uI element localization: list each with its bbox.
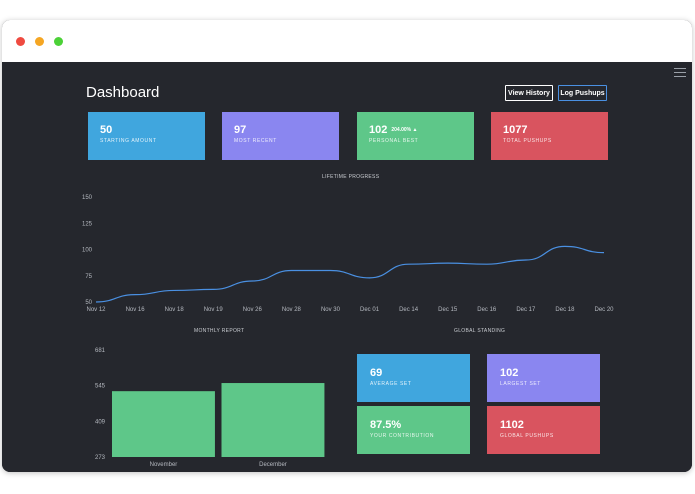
monthly-bar [112, 391, 215, 457]
window-titlebar [2, 20, 692, 63]
y-tick-label: 100 [82, 248, 93, 254]
your-contribution-card: 87.5% YOUR CONTRIBUTION [357, 406, 470, 454]
hamburger-icon[interactable] [674, 68, 686, 78]
y-tick-label: 273 [95, 455, 106, 461]
y-tick-label: 125 [82, 221, 93, 227]
page-title: Dashboard [86, 84, 160, 101]
x-tick-label: Nov 18 [165, 307, 185, 313]
x-tick-label: Nov 16 [126, 307, 146, 313]
lifetime-progress-title: LIFETIME PROGRESS [322, 174, 380, 180]
x-tick-label: Nov 28 [282, 307, 302, 313]
personal-best-card: 102 204.00% ▲ PERSONAL BEST [357, 112, 474, 160]
global-pushups-label: GLOBAL PUSHUPS [500, 433, 554, 439]
lifetime-progress-line [95, 245, 605, 303]
x-tick-label: Dec 17 [516, 307, 536, 313]
personal-best-percent: 204.00% ▲ [391, 127, 418, 134]
x-tick-label: Nov 26 [243, 307, 263, 313]
x-tick-label: Dec 18 [555, 307, 575, 313]
total-pushups-card: 1077 TOTAL PUSHUPS [491, 112, 608, 160]
personal-best-label: PERSONAL BEST [369, 138, 419, 145]
dashboard-app: Dashboard View History Log Pushups 50 ST… [2, 62, 692, 472]
largest-set-card: 102 LARGEST SET [487, 354, 600, 402]
y-tick-label: 50 [85, 300, 92, 306]
largest-set-label: LARGEST SET [500, 381, 541, 387]
global-pushups-card: 1102 GLOBAL PUSHUPS [487, 406, 600, 454]
x-tick-label: Dec 20 [594, 307, 614, 313]
view-history-button[interactable]: View History [505, 85, 553, 101]
starting-amount-label: STARTING AMOUNT [100, 138, 157, 144]
log-pushups-button[interactable]: Log Pushups [558, 85, 607, 101]
starting-amount-card: 50 STARTING AMOUNT [88, 112, 205, 160]
largest-set-value: 102 [500, 367, 519, 379]
average-set-card: 69 AVERAGE SET [357, 354, 470, 402]
most-recent-card: 97 MOST RECENT [222, 112, 339, 160]
monthly-report-title: MONTHLY REPORT [194, 328, 245, 334]
y-tick-label: 75 [85, 274, 92, 280]
total-pushups-label: TOTAL PUSHUPS [503, 138, 552, 144]
personal-best-number: 102 204.00% ▲ [369, 124, 474, 136]
personal-best-value: 102 [369, 124, 388, 136]
most-recent-value: 97 [234, 124, 247, 136]
monthly-bar [221, 383, 325, 457]
x-tick-label: Nov 19 [204, 307, 224, 313]
browser-window: Dashboard View History Log Pushups 50 ST… [2, 20, 692, 472]
x-tick-label: December [259, 462, 287, 468]
average-set-label: AVERAGE SET [370, 381, 412, 387]
y-tick-label: 681 [95, 348, 106, 354]
global-pushups-value: 1102 [500, 419, 524, 431]
x-tick-label: Dec 14 [399, 307, 419, 313]
lifetime-progress-chart: 50 75 100 125 150 Nov 12 Nov 16 Nov 18 Nov 19 Nov… [82, 195, 614, 313]
x-tick-label: Nov 12 [86, 307, 106, 313]
y-tick-label: 409 [95, 419, 106, 425]
close-window-button[interactable] [16, 37, 25, 46]
x-tick-label: Nov 30 [321, 307, 341, 313]
y-tick-label: 545 [95, 384, 106, 390]
most-recent-label: MOST RECENT [234, 138, 277, 144]
your-contribution-label: YOUR CONTRIBUTION [370, 433, 435, 439]
starting-amount-value: 50 [100, 124, 113, 136]
total-pushups-value: 1077 [503, 124, 528, 136]
minimize-window-button[interactable] [35, 37, 44, 46]
global-standing-title: GLOBAL STANDING [454, 328, 506, 334]
x-tick-label: Dec 15 [438, 307, 458, 313]
average-set-value: 69 [370, 367, 383, 379]
maximize-window-button[interactable] [54, 37, 63, 46]
your-contribution-value: 87.5% [370, 419, 402, 431]
x-tick-label: Dec 16 [477, 307, 497, 313]
x-tick-label: November [150, 462, 178, 468]
y-tick-label: 150 [82, 195, 93, 201]
monthly-report-chart: 273 409 545 681 November December [95, 348, 325, 468]
x-tick-label: Dec 01 [360, 307, 380, 313]
